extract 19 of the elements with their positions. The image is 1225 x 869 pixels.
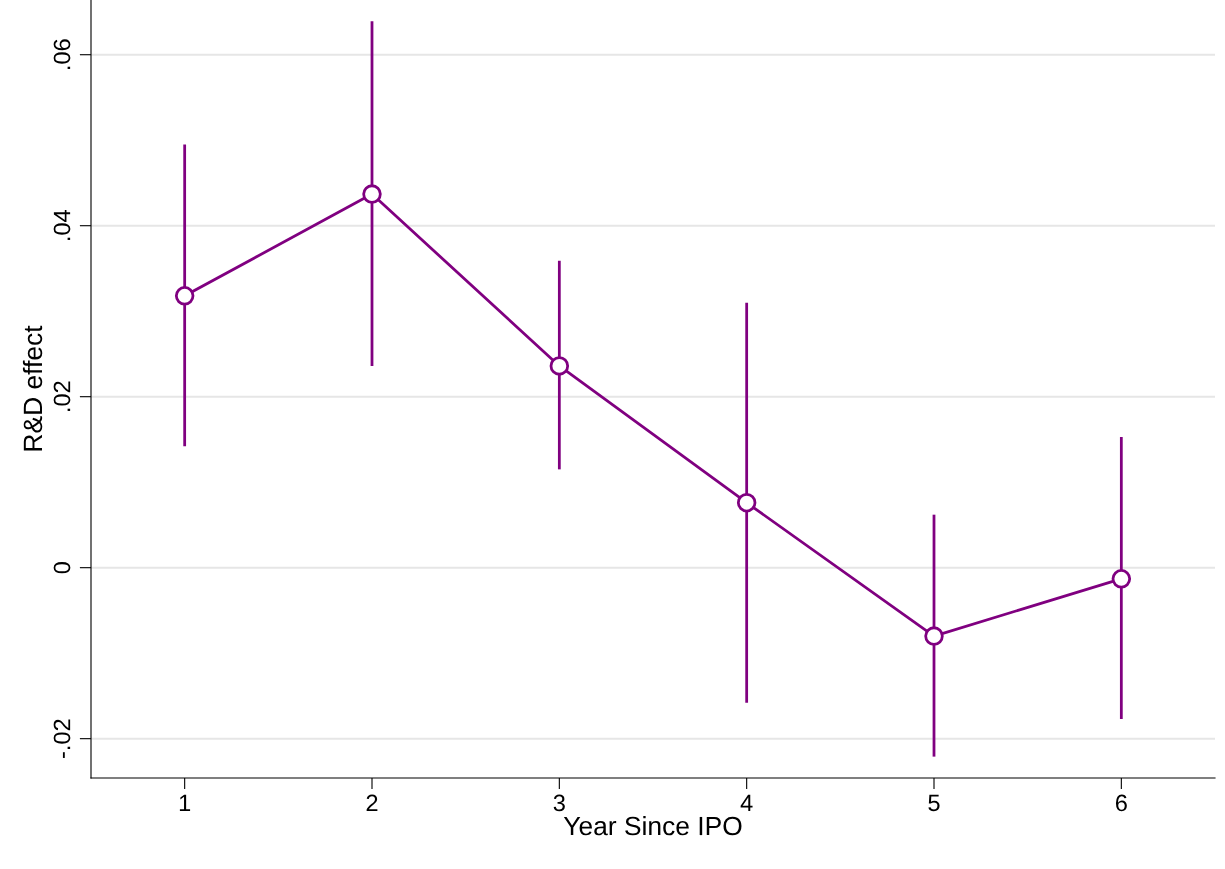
x-tick-label: 1 bbox=[179, 794, 191, 812]
point bbox=[174, 286, 195, 306]
point bbox=[549, 356, 570, 376]
y-tick-label: .04 bbox=[53, 209, 71, 240]
y-tick-label: .06 bbox=[53, 39, 71, 69]
x-tick-label: 5 bbox=[928, 794, 940, 812]
x-tick-label: 2 bbox=[366, 794, 378, 812]
x-tick-label: 4 bbox=[740, 794, 753, 812]
y-axis-title: R&D effect bbox=[22, 325, 43, 451]
x-tick-label: 6 bbox=[1115, 794, 1127, 812]
x-tick-label: 3 bbox=[553, 794, 565, 812]
point bbox=[362, 184, 382, 204]
x-axis-title: Year Since IPO bbox=[563, 815, 742, 836]
y-tick-label: -.02 bbox=[53, 719, 71, 758]
y-tick-label: 0 bbox=[53, 562, 71, 574]
point bbox=[736, 492, 757, 513]
y-tick-label: .02 bbox=[53, 381, 71, 411]
point bbox=[1111, 569, 1132, 589]
point bbox=[924, 626, 944, 646]
